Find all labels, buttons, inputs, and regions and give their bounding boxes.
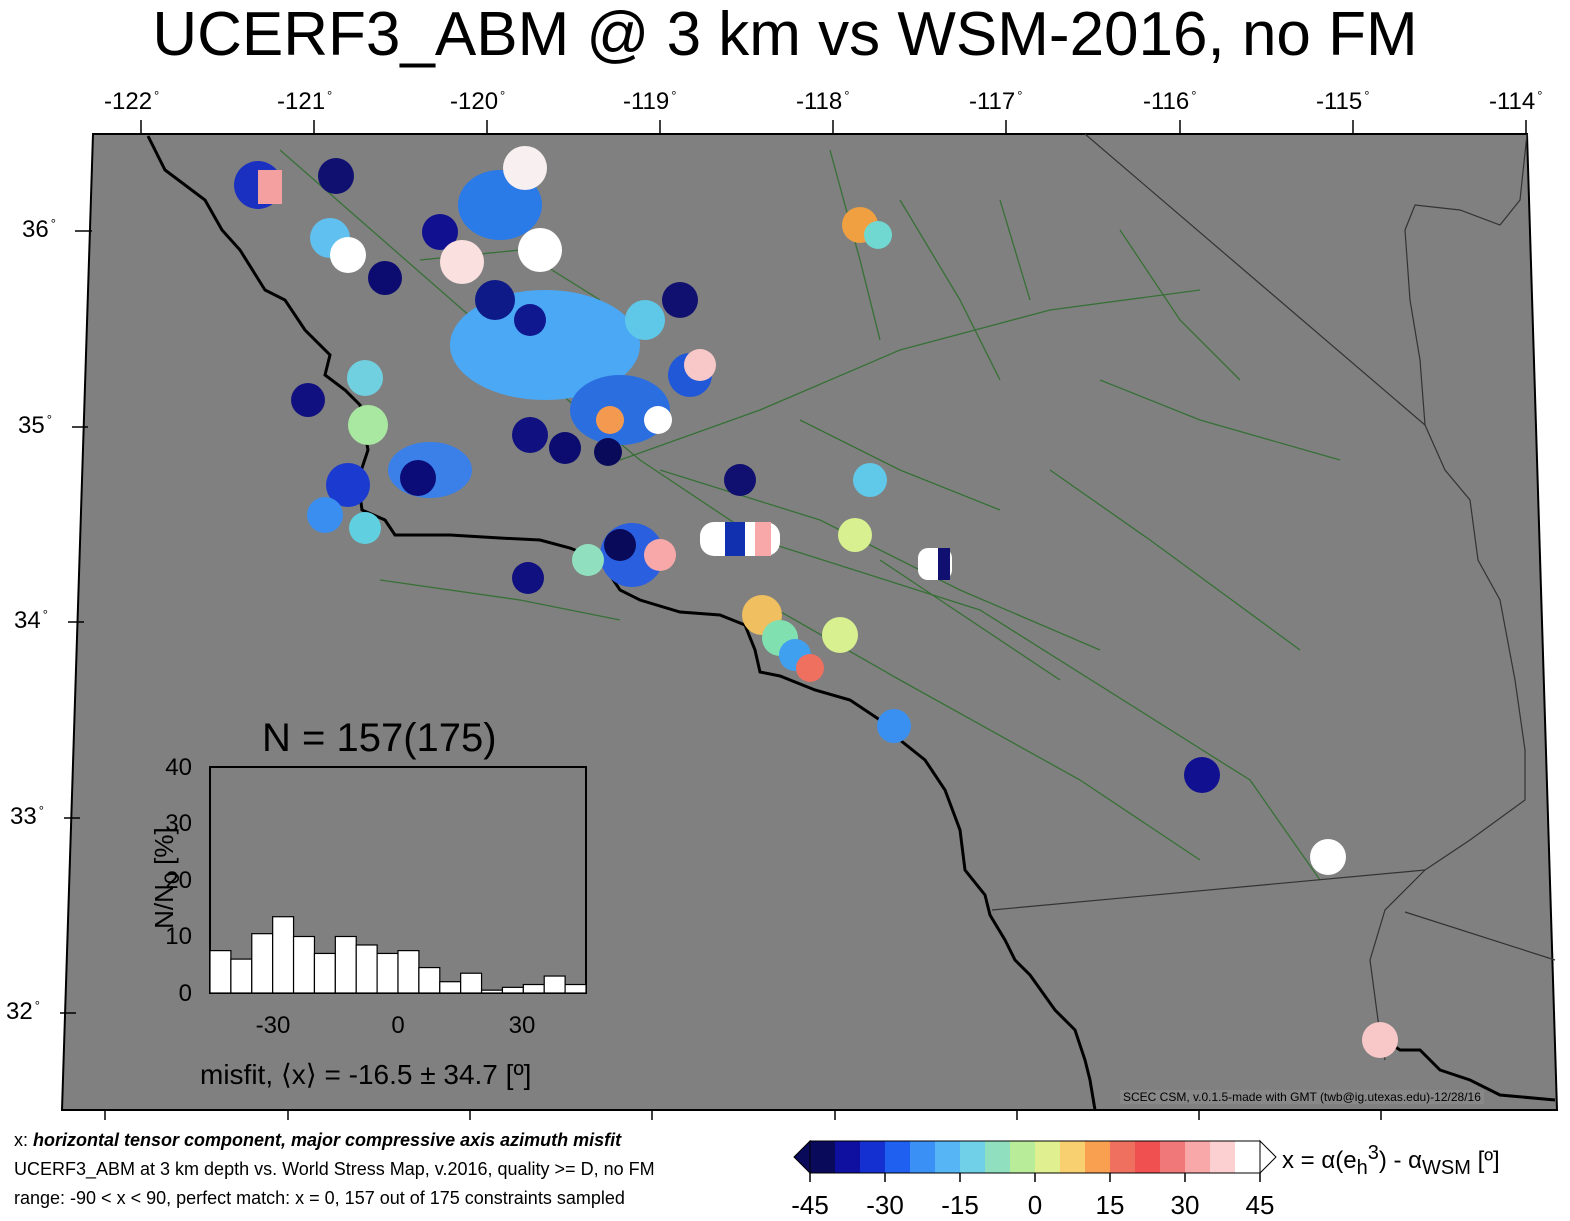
histogram-bar [355, 944, 378, 994]
histogram-x-tick: 30 [508, 1012, 536, 1039]
lon-label: -119 ° [623, 88, 677, 115]
histogram-x-tick: 0 [391, 1012, 405, 1039]
colorbar-swatch [1085, 1141, 1111, 1173]
colorbar-swatch [1135, 1141, 1161, 1173]
colorbar-swatch [835, 1141, 861, 1173]
colorbar-swatch [1160, 1141, 1186, 1173]
colorbar-formula: x = α(eh3) - αWSM [º] [1282, 1142, 1500, 1179]
colorbar-high-arrow [1259, 1139, 1277, 1175]
histogram-y-tick: 40 [165, 754, 192, 781]
lon-label: -117 ° [969, 88, 1023, 115]
colorbar-swatch [810, 1141, 836, 1173]
histogram-x-tick: -30 [255, 1012, 291, 1039]
colorbar-swatch [1110, 1141, 1136, 1173]
colorbar-tick: -30 [866, 1190, 904, 1220]
colorbar-swatch [935, 1141, 961, 1173]
histogram-bar [251, 933, 274, 994]
colorbar-swatch [1060, 1141, 1086, 1173]
gulf-coastline [1384, 1038, 1556, 1102]
histogram-bar [480, 989, 504, 994]
lat-label: 32 ° [6, 998, 40, 1025]
lat-label: 33 ° [10, 803, 44, 830]
colorbar-tick: -15 [941, 1190, 979, 1220]
caption-line-1: x: horizontal tensor component, major co… [14, 1130, 622, 1150]
histogram-bar [543, 975, 566, 994]
colorbar-tick: 0 [1027, 1190, 1043, 1220]
colorbar-swatch [960, 1141, 986, 1173]
lat-label: 34 ° [14, 607, 48, 634]
map-area [60, 133, 1559, 1111]
colorbar [793, 1139, 1277, 1175]
histogram-bars [209, 916, 587, 994]
histogram-bar [397, 950, 420, 994]
credit-text: SCEC CSM, v.0.1.5-made with GMT (twb@ig.… [1120, 1090, 1484, 1104]
histogram-bar [230, 958, 253, 994]
histogram-y-tick: 10 [165, 923, 192, 950]
histogram-bar [376, 952, 399, 994]
histogram-y-tick: 30 [165, 810, 192, 837]
colorbar-tick: -45 [791, 1190, 829, 1220]
histogram-bar [564, 983, 587, 994]
colorbar-tick: 30 [1170, 1190, 1200, 1220]
histogram-title: N = 157(175) [262, 716, 497, 760]
caption-line-2: UCERF3_ABM at 3 km depth vs. World Stres… [14, 1159, 655, 1179]
lon-label: -122 ° [104, 88, 160, 115]
map-frame-ticks [60, 120, 1527, 1120]
colorbar-swatch [910, 1141, 936, 1173]
lat-label: 35 ° [18, 412, 52, 439]
page-title: UCERF3_ABM @ 3 km vs WSM-2016, no FM [152, 0, 1418, 69]
colorbar-ticks [809, 1173, 1261, 1182]
histogram-bar [522, 983, 545, 994]
histogram-bar [439, 981, 462, 994]
lon-label: -114 ° [1489, 88, 1543, 115]
histogram-bar [501, 986, 524, 994]
misfit-patches [234, 146, 1398, 1058]
lat-label: 36 ° [22, 216, 56, 243]
colorbar-swatch [985, 1141, 1011, 1173]
histogram-y-tick: 20 [165, 867, 192, 894]
histogram-bar [418, 966, 441, 994]
lon-label: -116 ° [1143, 88, 1197, 115]
histogram-bar [460, 972, 483, 994]
histogram-bar [272, 916, 295, 994]
colorbar-low-arrow [793, 1139, 811, 1175]
histogram-bar [209, 950, 232, 994]
colorbar-swatch [1185, 1141, 1211, 1173]
coastline [146, 135, 1097, 1111]
histogram-bar [334, 935, 357, 994]
colorbar-swatch [1210, 1141, 1236, 1173]
colorbar-swatch [1035, 1141, 1061, 1173]
histogram-y-tick: 0 [178, 980, 192, 1007]
caption-line-3: range: -90 < x < 90, perfect match: x = … [14, 1188, 625, 1208]
lon-label: -118 ° [796, 88, 850, 115]
histogram-x-label: misfit, ⟨x⟩ = -16.5 ± 34.7 [º] [200, 1059, 532, 1090]
colorbar-swatch [860, 1141, 886, 1173]
colorbar-swatch [885, 1141, 911, 1173]
colorbar-swatch [1010, 1141, 1036, 1173]
histogram-y-label: N/N0 [%] [148, 827, 185, 929]
lon-label: -121 ° [277, 88, 333, 115]
histogram-bar [292, 935, 316, 994]
colorbar-tick: 15 [1095, 1190, 1125, 1220]
lon-label: -115 ° [1316, 88, 1370, 115]
colorbar-tick: 45 [1245, 1190, 1275, 1220]
colorbar-swatch [1235, 1141, 1261, 1173]
histogram-bar [313, 952, 336, 994]
lon-label: -120 ° [450, 88, 506, 115]
